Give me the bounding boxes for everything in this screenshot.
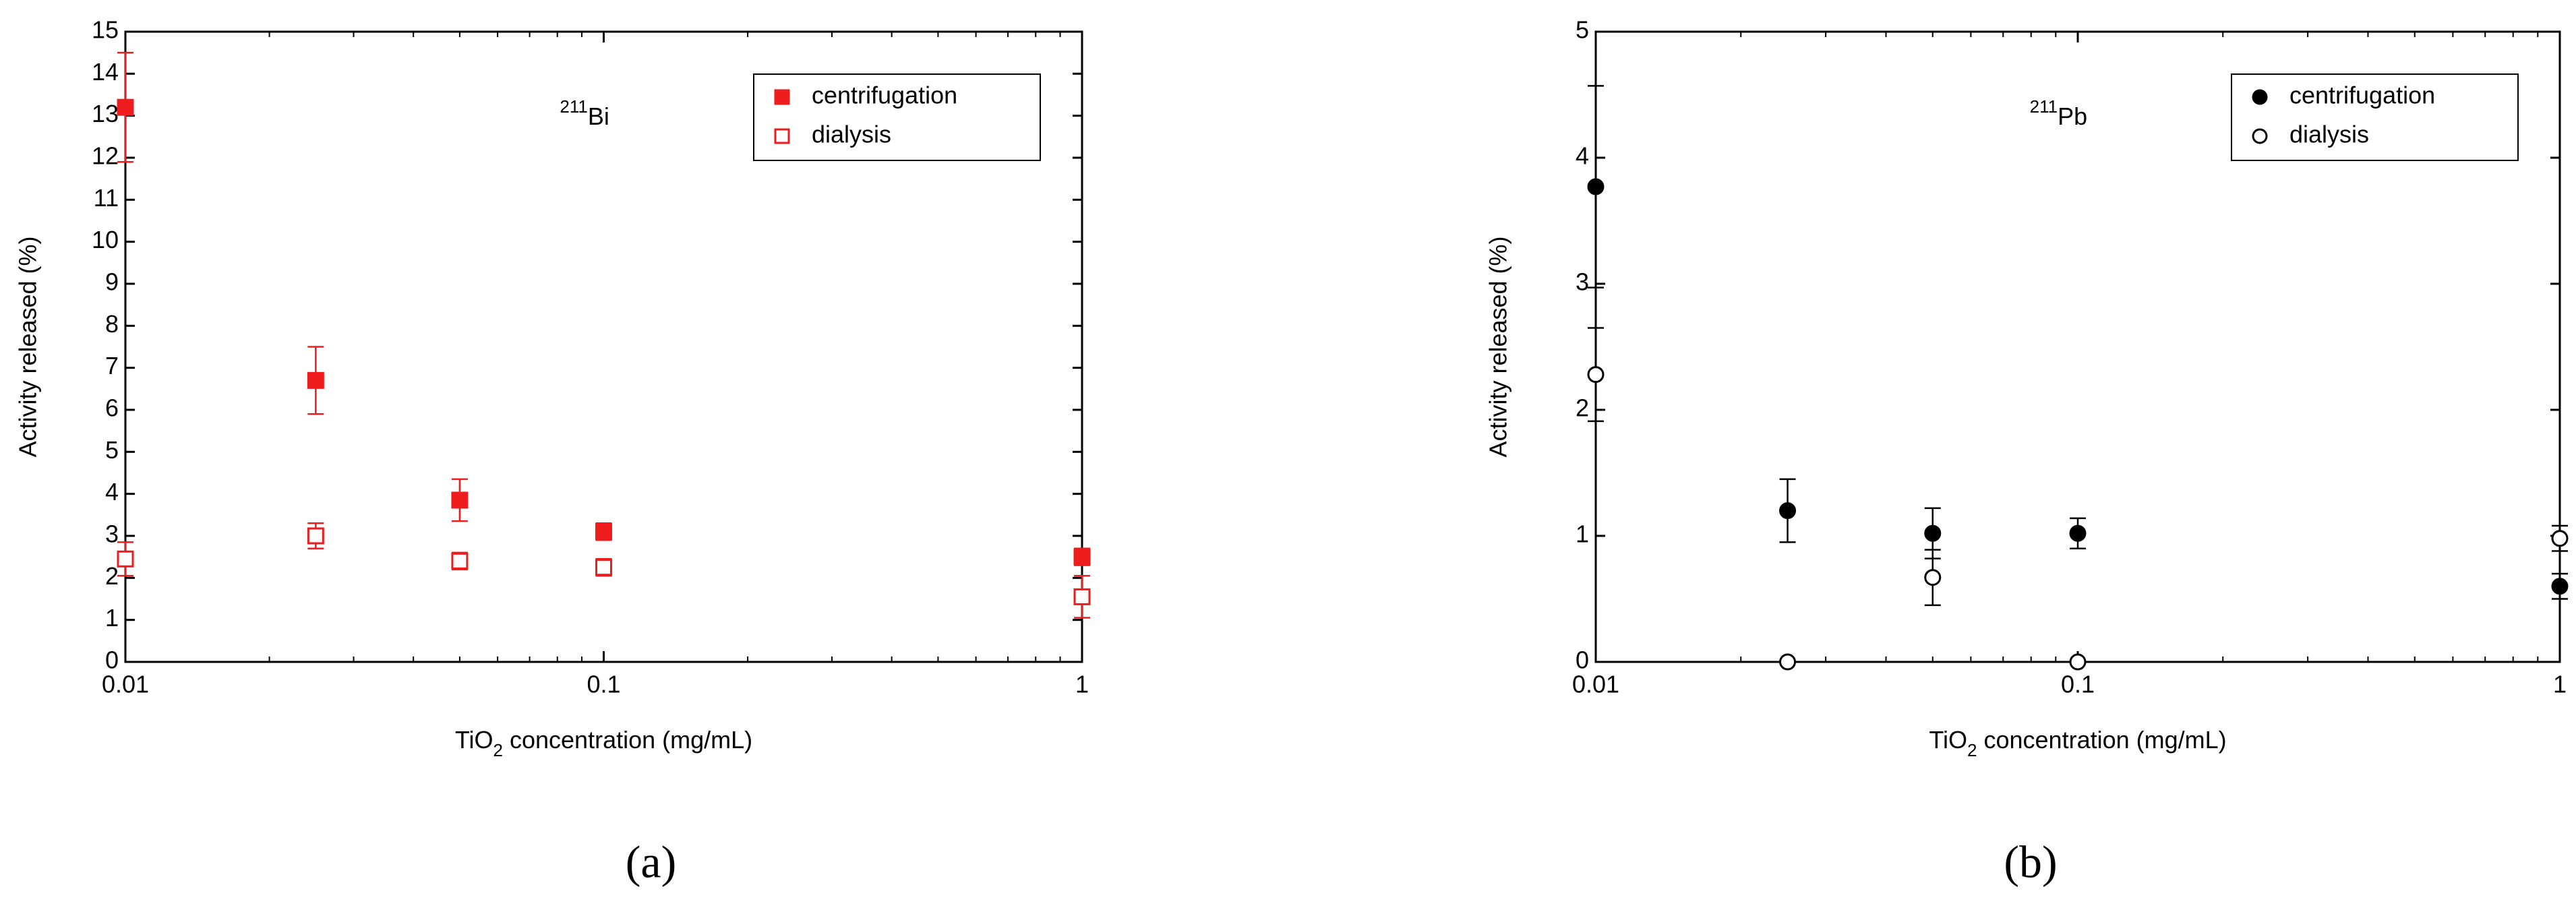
legend-label: centrifugation <box>812 82 957 109</box>
x-tick-label: 1 <box>1075 671 1089 698</box>
legend-label: centrifugation <box>2289 82 2435 109</box>
x-axis-label-part: 2 <box>1967 740 1977 760</box>
marker <box>2069 653 2087 671</box>
marker <box>2069 524 2087 542</box>
marker <box>2551 530 2569 547</box>
y-tick-label: 0 <box>1576 646 1589 674</box>
legend-box <box>2231 73 2519 161</box>
legend-marker <box>774 128 790 144</box>
legend-box <box>753 73 1041 161</box>
marker <box>2551 578 2569 595</box>
marker <box>1779 653 1797 671</box>
y-tick-label: 0 <box>105 646 119 674</box>
legend-marker <box>2252 89 2268 105</box>
y-tick-label: 5 <box>1576 16 1589 44</box>
y-tick-label: 2 <box>1576 394 1589 422</box>
annotation-element: Bi <box>588 102 609 130</box>
panel-label: (a) <box>626 836 676 888</box>
y-tick-label: 1 <box>1576 520 1589 548</box>
y-tick-label: 6 <box>105 394 119 422</box>
x-axis-label-part: 2 <box>493 740 503 760</box>
y-tick-label: 14 <box>92 58 119 86</box>
marker <box>117 550 134 568</box>
marker <box>1924 524 1942 542</box>
x-tick-label: 0.01 <box>1572 671 1619 698</box>
legend-label: dialysis <box>812 121 891 148</box>
y-tick-label: 11 <box>94 184 119 212</box>
x-tick-label: 1 <box>2553 671 2567 698</box>
x-axis-label-part: TiO <box>1929 726 1967 754</box>
y-axis-label: Activity released (%) <box>1485 236 1512 457</box>
y-tick-label: 3 <box>105 520 119 548</box>
marker <box>1073 548 1091 566</box>
marker <box>595 559 612 576</box>
legend-marker <box>774 89 790 105</box>
y-tick-label: 10 <box>92 226 119 253</box>
x-axis-label: TiO2 concentration (mg/mL) <box>1929 726 2226 760</box>
marker <box>307 371 324 389</box>
legend-label: dialysis <box>2289 121 2369 148</box>
marker <box>117 98 134 116</box>
marker <box>451 491 469 509</box>
y-tick-label: 9 <box>105 268 119 296</box>
marker <box>1779 502 1797 520</box>
legend-marker <box>2252 128 2268 144</box>
y-tick-label: 7 <box>105 352 119 379</box>
x-tick-label: 0.01 <box>102 671 149 698</box>
y-tick-label: 12 <box>92 142 119 170</box>
marker <box>451 552 469 570</box>
annotation-mass: 211 <box>2030 96 2058 117</box>
x-tick-label: 0.1 <box>587 671 620 698</box>
annotation-element: Pb <box>2058 102 2087 130</box>
annotation: 211Pb <box>2030 96 2088 130</box>
y-tick-label: 1 <box>105 604 119 632</box>
y-tick-label: 8 <box>105 310 119 338</box>
x-axis-label-part: TiO <box>455 726 493 754</box>
x-axis-label-part: concentration (mg/mL) <box>503 726 752 754</box>
x-tick-label: 0.1 <box>2061 671 2095 698</box>
y-axis-label: Activity released (%) <box>14 236 42 457</box>
x-axis-label: TiO2 concentration (mg/mL) <box>455 726 752 760</box>
panel-label: (b) <box>2004 836 2057 888</box>
annotation-mass: 211 <box>560 96 587 117</box>
marker <box>1073 588 1091 605</box>
y-tick-label: 5 <box>105 436 119 464</box>
marker <box>1587 366 1605 384</box>
y-tick-label: 4 <box>105 478 119 506</box>
y-tick-label: 3 <box>1576 268 1589 296</box>
y-tick-label: 4 <box>1576 142 1589 170</box>
marker <box>1924 569 1942 586</box>
marker <box>595 523 612 541</box>
marker <box>1587 178 1605 195</box>
y-tick-label: 15 <box>92 16 119 44</box>
marker <box>307 527 324 545</box>
y-tick-label: 2 <box>105 562 119 590</box>
x-axis-label-part: concentration (mg/mL) <box>1977 726 2226 754</box>
y-tick-label: 13 <box>92 100 119 127</box>
annotation: 211Bi <box>560 96 609 130</box>
